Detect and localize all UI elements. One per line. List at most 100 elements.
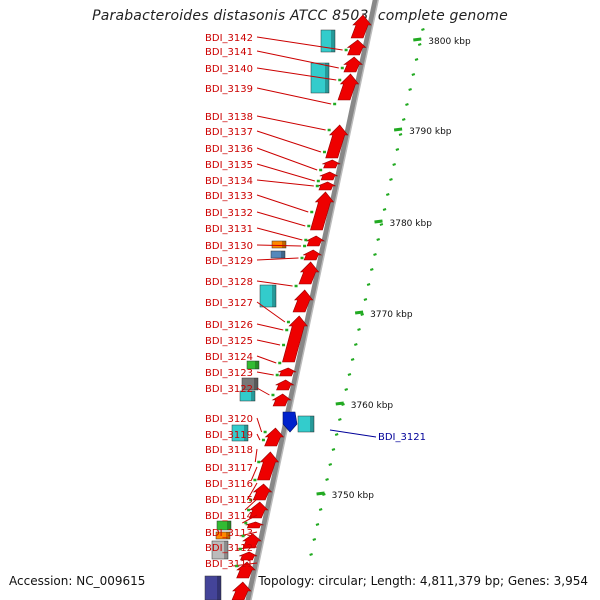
scale-tick [369, 268, 374, 271]
cds-arrow [322, 159, 341, 169]
feature-cyan-shade [331, 30, 335, 52]
cds-arrow [252, 483, 273, 501]
gene-label: BDI_3142 [205, 33, 253, 44]
scale-tick [382, 208, 387, 211]
scale-tick [405, 103, 409, 106]
cds-arrow [275, 379, 295, 391]
gene-leader-line [256, 257, 299, 261]
feature-navy [204, 575, 222, 600]
gene-leader-line [256, 194, 309, 213]
scale-tick [344, 388, 349, 391]
gene-leader-line [256, 50, 339, 69]
feature-orange-shade [282, 241, 286, 248]
gene-label: BDI_3123 [205, 368, 253, 379]
gene-leader-line [256, 115, 326, 131]
feature-navy-shade [217, 576, 221, 600]
gene-leader-line [256, 323, 284, 331]
scale-tick [315, 523, 320, 526]
genome-backbone-highlight [250, 0, 379, 600]
gene-label: BDI_3117 [205, 463, 253, 474]
cds-arrow [325, 124, 349, 159]
scale-tick [353, 343, 358, 346]
cds-arrow [317, 181, 336, 191]
gene-label-right: BDI_3121 [378, 432, 426, 443]
cds-arrow [282, 315, 308, 363]
scale-tick [385, 193, 390, 196]
gene-label: BDI_3132 [205, 208, 253, 219]
feature-gray-shade [254, 378, 258, 390]
feature-orange [215, 531, 231, 540]
scale-major-tick [413, 37, 422, 42]
gene-label: BDI_3140 [205, 64, 253, 75]
gene-leader-line [256, 163, 315, 182]
cds-arrow [337, 73, 360, 101]
feature-orange [271, 240, 287, 249]
feature-lightgray [211, 540, 229, 560]
scale-tick [312, 538, 317, 541]
gene-leader-line [256, 301, 286, 323]
scale-label: 3800 kbp [428, 37, 471, 47]
cds-arrow [257, 451, 280, 481]
gene-label: BDI_3139 [205, 84, 253, 95]
scale-tick [398, 133, 403, 136]
scale-label: 3790 kbp [409, 127, 452, 137]
feature-green-shade [227, 521, 231, 530]
gene-leader-line-right [329, 429, 377, 438]
feature-cyan-shade [325, 63, 329, 93]
genome-summary: Topology: circular; Length: 4,811,379 bp… [258, 574, 588, 588]
scale-tick [366, 283, 371, 286]
feature-green-shade [255, 361, 259, 369]
gene-label: BDI_3128 [205, 277, 253, 288]
cds-arrow [298, 261, 320, 285]
gene-leader-line [256, 433, 261, 441]
scale-tick [414, 58, 419, 61]
feature-lightgray-shade [224, 541, 228, 559]
feature-cyan-shade [251, 391, 255, 401]
gene-label: BDI_3116 [205, 479, 253, 490]
scale-tick [350, 358, 355, 361]
feature-gray [241, 377, 259, 391]
cds-arrow [245, 521, 264, 529]
scale-tick [379, 223, 384, 226]
feature-cyan [320, 29, 336, 53]
scale-major-tick [354, 310, 364, 315]
gene-label: BDI_3137 [205, 127, 253, 138]
scale-label: 3760 kbp [351, 401, 394, 411]
cds-arrow [346, 39, 367, 56]
gene-label: BDI_3115 [205, 495, 253, 506]
cds-arrow [306, 235, 326, 247]
gene-leader-line [256, 211, 306, 227]
gene-leader-line [256, 67, 337, 81]
scale-tick [325, 478, 329, 481]
feature-steel-shade [281, 251, 285, 258]
gene-label: BDI_3125 [205, 336, 253, 347]
scale-tick [408, 88, 412, 91]
cds-arrow [292, 289, 314, 313]
cds-arrow [343, 56, 363, 73]
gene-label: BDI_3135 [205, 160, 253, 171]
feature-cyan-outer [297, 415, 315, 433]
gene-leader-line [256, 417, 263, 433]
scale-tick [417, 43, 422, 46]
gene-label: BDI_3134 [205, 176, 253, 187]
gene-leader-line [244, 498, 258, 511]
feature-cyan-shade [272, 285, 276, 307]
feature-green [216, 520, 232, 531]
scale-tick [392, 163, 396, 166]
scale-tick [421, 28, 425, 31]
gene-leader-line [256, 339, 281, 346]
gene-leader-line [254, 448, 258, 463]
gene-label: BDI_3126 [205, 320, 253, 331]
gene-leader-line [256, 371, 274, 376]
gene-label: BDI_3120 [205, 414, 253, 425]
gene-leader-line [246, 482, 258, 501]
feature-green [246, 360, 260, 370]
scale-label: 3770 kbp [370, 310, 413, 320]
scale-tick [401, 118, 406, 121]
cds-arrow [236, 561, 256, 579]
scale-tick [360, 313, 365, 316]
gene-leader-line [256, 179, 314, 187]
gene-label: BDI_3113 [205, 528, 253, 539]
scale-tick [376, 238, 380, 241]
